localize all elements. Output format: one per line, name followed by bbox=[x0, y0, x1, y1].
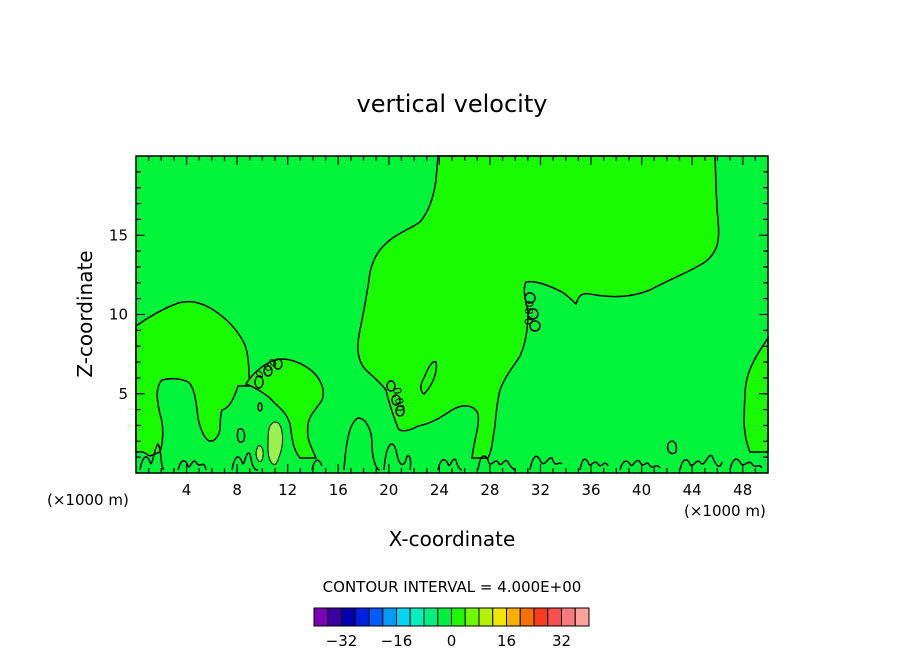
colorbar-swatch bbox=[368, 607, 384, 627]
x-axis-ticks: 4 8 12 16 20 24 28 32 36 40 44 48 bbox=[148, 156, 756, 499]
colorbar-tick-label: −32 bbox=[326, 632, 358, 650]
colorbar-swatch bbox=[464, 607, 480, 627]
x-tick-label: 44 bbox=[683, 481, 702, 499]
colorbar-swatch bbox=[396, 607, 411, 627]
x-axis-label: X-coordinate bbox=[389, 527, 516, 551]
colorbar-swatch bbox=[519, 607, 535, 627]
x-tick-label: 8 bbox=[232, 481, 242, 499]
x-unit-label-right: (×1000 m) bbox=[684, 502, 766, 520]
colorbar-swatch bbox=[492, 607, 507, 627]
colorbar-swatch bbox=[327, 607, 342, 627]
colorbar-swatch bbox=[382, 607, 397, 627]
x-tick-label: 48 bbox=[733, 481, 752, 499]
colorbar-tick-label: 16 bbox=[497, 632, 516, 650]
colorbar-tick-label: 32 bbox=[552, 632, 571, 650]
colorbar-swatch bbox=[437, 607, 452, 627]
colorbar-swatch bbox=[341, 607, 356, 627]
x-tick-label: 36 bbox=[581, 481, 600, 499]
x-tick-label: 12 bbox=[278, 481, 297, 499]
colorbar-swatch bbox=[478, 607, 494, 627]
x-tick-label: 24 bbox=[430, 481, 449, 499]
colorbar-tick-label: −16 bbox=[381, 632, 413, 650]
x-tick-label: 32 bbox=[531, 481, 550, 499]
contour-region-positive-mid bbox=[244, 358, 324, 459]
colorbar-swatch bbox=[423, 607, 439, 627]
colorbar-swatch bbox=[547, 607, 562, 627]
contour-region-light-small bbox=[255, 445, 264, 463]
x-tick-label: 40 bbox=[632, 481, 651, 499]
plot-area bbox=[135, 155, 769, 474]
x-unit-label-left: (×1000 m) bbox=[47, 491, 129, 509]
colorbar-swatch bbox=[409, 607, 425, 627]
colorbar-swatch bbox=[506, 607, 521, 627]
y-tick-label: 5 bbox=[118, 385, 128, 403]
y-axis-label: Z-coordinate bbox=[73, 250, 97, 377]
x-tick-label: 16 bbox=[329, 481, 348, 499]
colorbar-swatch bbox=[354, 607, 370, 627]
contour-label: 0.00 bbox=[522, 300, 536, 325]
contour-region-positive-left bbox=[135, 300, 251, 457]
x-tick-label: 28 bbox=[480, 481, 499, 499]
chart-title: vertical velocity bbox=[357, 90, 548, 118]
y-axis-ticks: 5 10 15 bbox=[109, 171, 768, 458]
contour-surface-noise bbox=[139, 417, 763, 471]
colorbar-swatch bbox=[451, 607, 466, 627]
y-tick-label: 10 bbox=[109, 306, 128, 324]
contour-region-positive-right bbox=[743, 335, 769, 453]
colorbar-ticks: −32 −16 0 16 32 bbox=[326, 632, 571, 650]
colorbar-swatch bbox=[313, 607, 329, 627]
contour-label: 0.00 bbox=[390, 386, 407, 412]
colorbar-swatch bbox=[574, 607, 590, 627]
x-tick-label: 4 bbox=[182, 481, 192, 499]
contour-interval-text: CONTOUR INTERVAL = 4.000E+00 bbox=[323, 578, 582, 596]
colorbar-swatch bbox=[533, 607, 549, 627]
contour-region-light-core bbox=[267, 421, 283, 465]
colorbar-swatch bbox=[561, 607, 576, 627]
contour-small-loops bbox=[236, 292, 678, 455]
y-tick-label: 15 bbox=[109, 226, 128, 244]
colorbar bbox=[313, 607, 590, 627]
x-tick-label: 20 bbox=[379, 481, 398, 499]
colorbar-tick-label: 0 bbox=[447, 632, 457, 650]
contour-region-positive-center bbox=[357, 155, 720, 459]
